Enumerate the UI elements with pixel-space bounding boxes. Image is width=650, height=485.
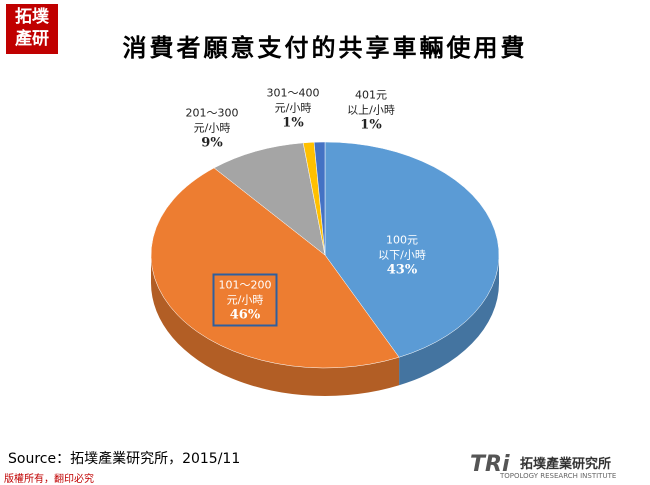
slice-label: 100元 以下/小時 43% <box>378 233 426 278</box>
value-label: 43% <box>386 262 418 278</box>
value-label: 1% <box>360 117 382 133</box>
slice-label: 201～300 元/小時 9% <box>186 106 239 151</box>
slice <box>324 141 500 358</box>
category-label: 101～200 元/小時 <box>218 278 272 307</box>
brand-english: TOPOLOGY RESEARCH INSTITUTE <box>500 472 617 480</box>
brand-name: 拓墣產業研究所 <box>520 457 612 472</box>
category-label: 301～400 元/小時 <box>266 86 320 115</box>
chart-title: 消費者願意支付的共享車輛使用費 <box>122 33 528 62</box>
brand-mark: TRi <box>470 452 510 477</box>
category-label: 100元 以下/小時 <box>378 233 426 262</box>
category-label: 401元 以上/小時 <box>347 88 395 117</box>
slice-label: 301～400 元/小時 1% <box>267 86 320 131</box>
slice-side <box>399 255 499 386</box>
slice-side <box>151 255 400 396</box>
value-label: 1% <box>282 115 304 131</box>
value-label: 46% <box>229 307 261 323</box>
category-label: 201～300 元/小時 <box>185 106 239 135</box>
slice-label: 101～200 元/小時 46% <box>212 273 278 327</box>
footer-note: 版權所有，翻印必究 <box>4 474 94 485</box>
logo: 拓墣 產研 <box>6 4 58 54</box>
value-label: 9% <box>201 135 223 151</box>
slice <box>313 141 326 256</box>
slice <box>213 142 326 256</box>
slice-label: 401元 以上/小時 1% <box>347 88 395 133</box>
source: Source：拓墣產業研究所，2015/11 <box>8 451 241 467</box>
